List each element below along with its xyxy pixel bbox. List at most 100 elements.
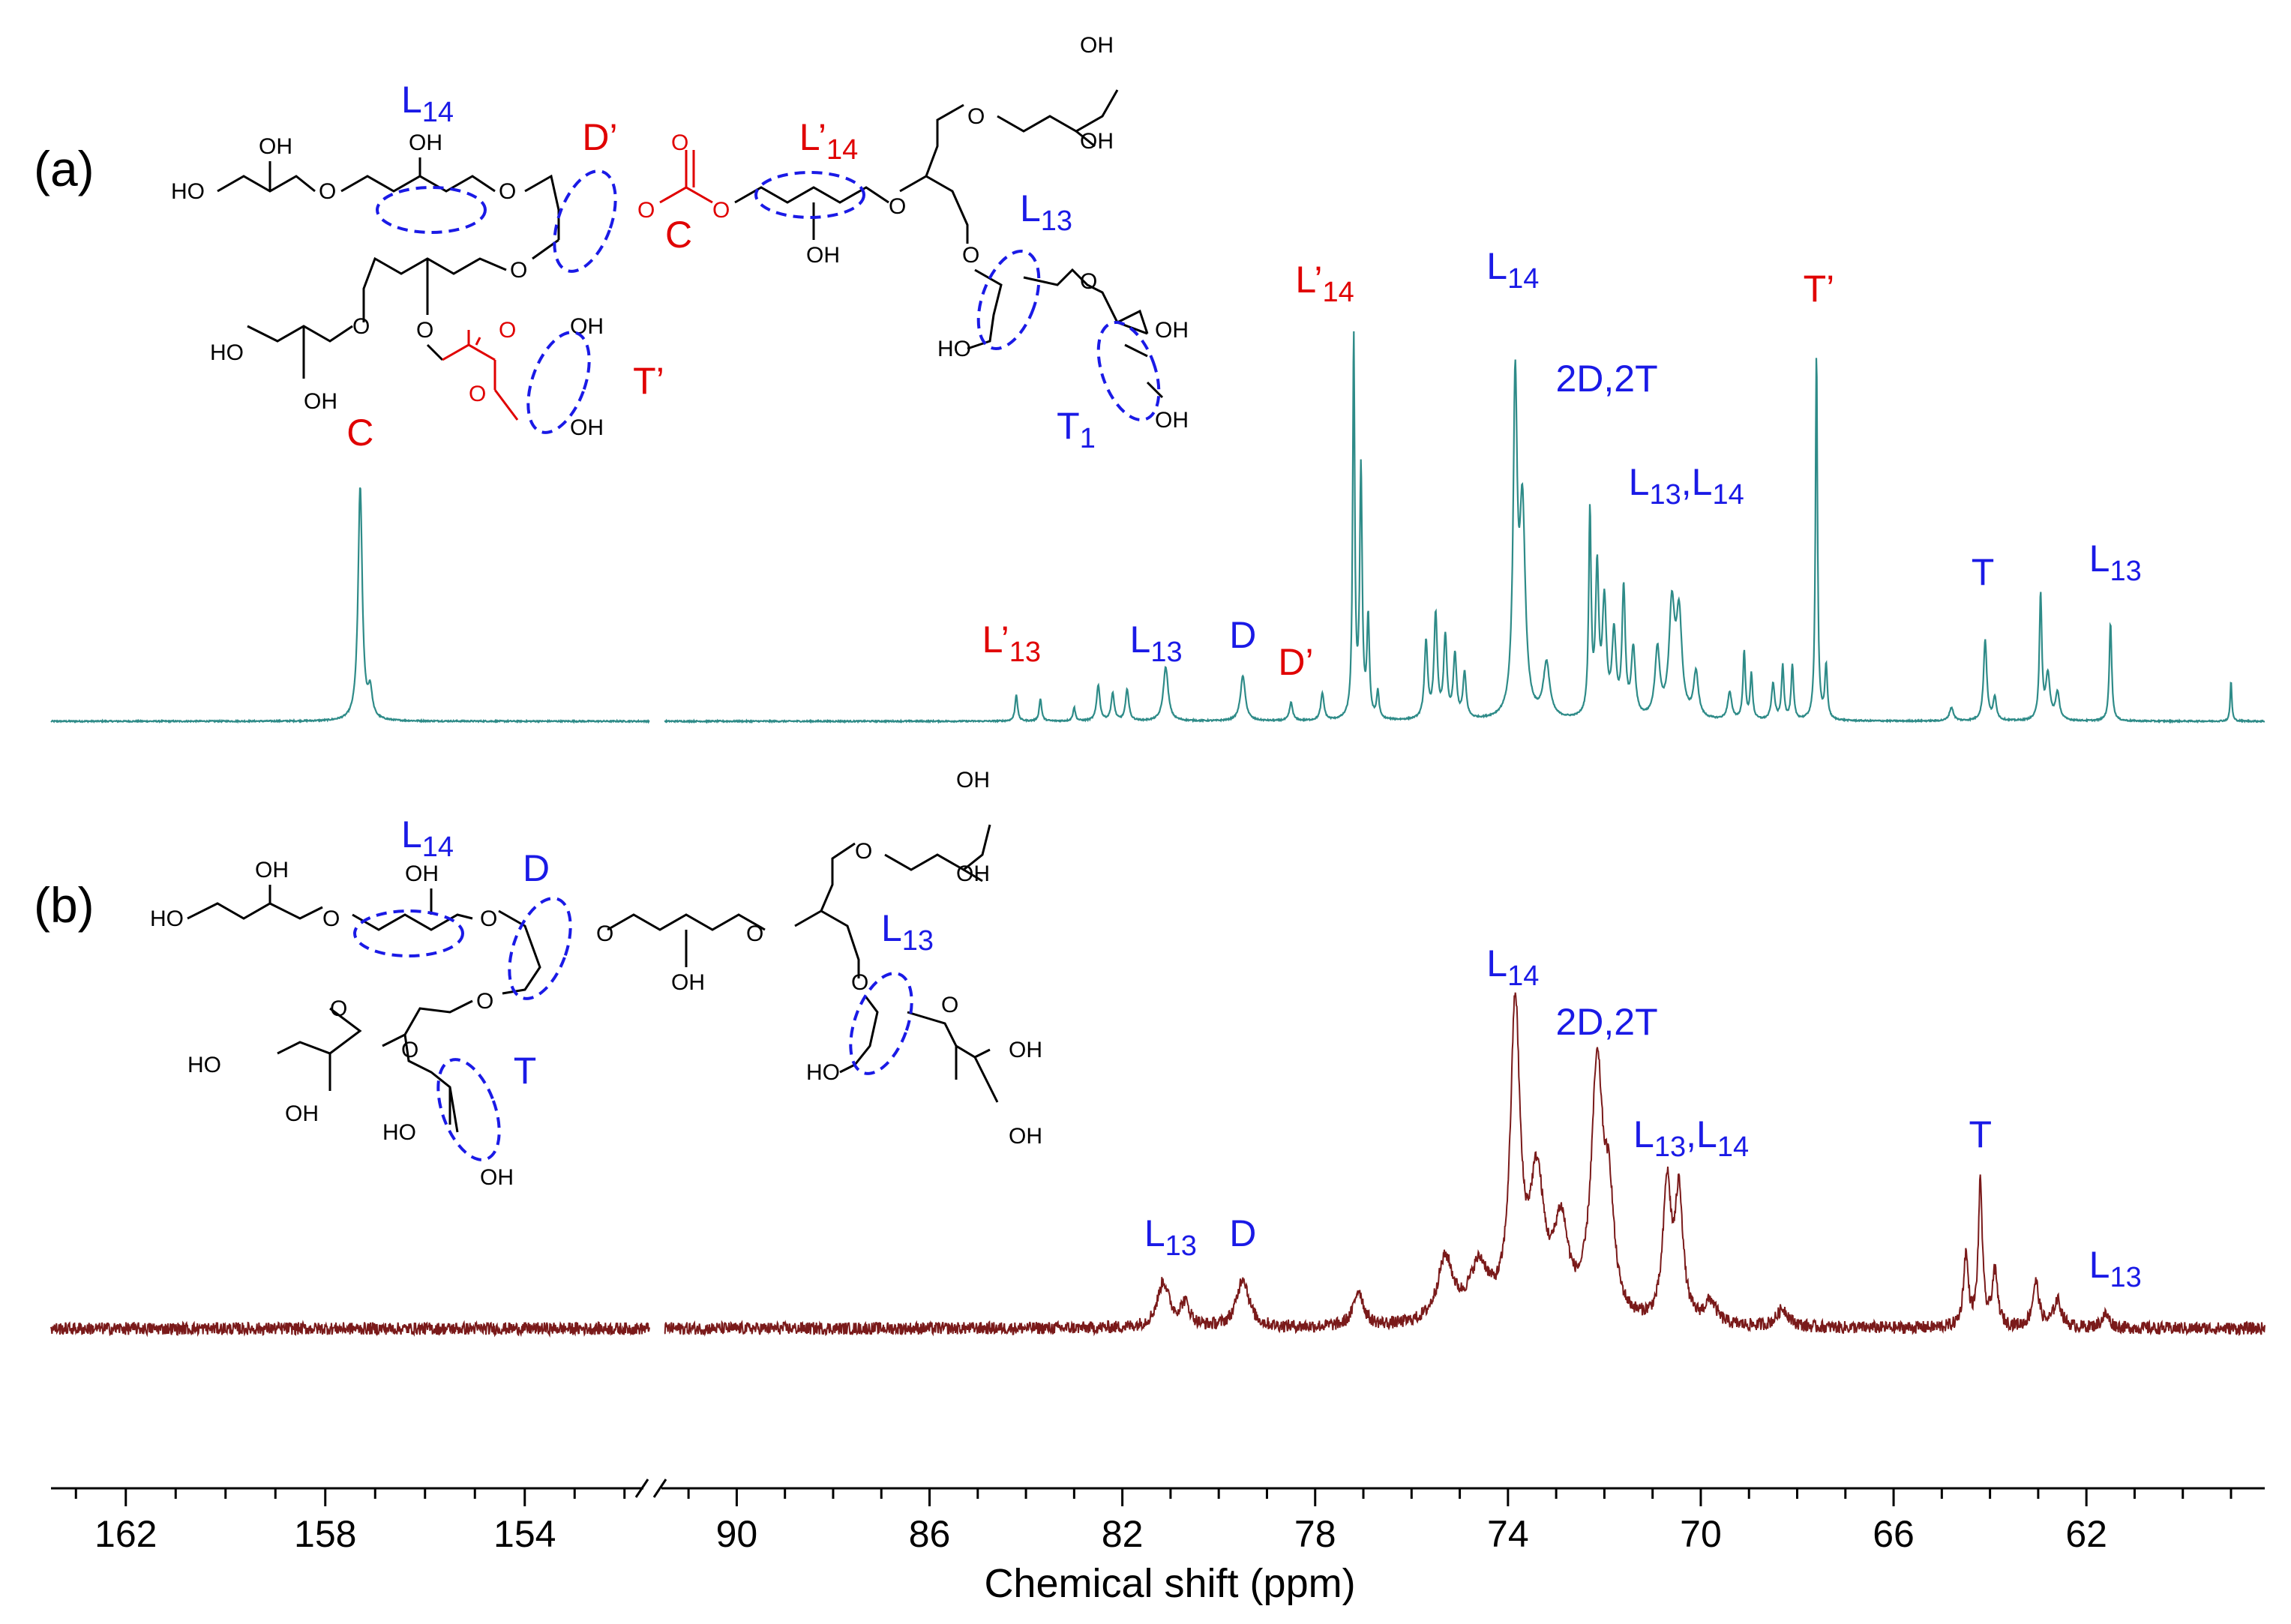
structure-label: L’14 — [799, 116, 858, 166]
svg-text:HO: HO — [210, 340, 244, 365]
structure-label: D’ — [582, 116, 617, 158]
peak-label: L13,L14 — [1629, 461, 1744, 511]
svg-text:OH: OH — [304, 389, 337, 414]
structure-a-labels: L14 D’ C L’14 L13 T’ T1 — [401, 79, 1096, 454]
svg-text:OH: OH — [480, 1165, 514, 1190]
svg-text:O: O — [967, 104, 985, 129]
peak-label: L’14 — [1295, 259, 1354, 308]
svg-text:OH: OH — [409, 130, 442, 155]
svg-text:O: O — [851, 970, 868, 995]
peak-label: L13 — [1144, 1212, 1197, 1262]
svg-text:O: O — [352, 314, 370, 339]
peak-label: T’ — [1804, 268, 1835, 310]
structure-label: L14 — [401, 79, 454, 128]
peak-labels-a: C L’13 L13 D D’ L’14 L14 2D,2T L13,L14 T’ T L13 — [346, 245, 2142, 683]
peak-label: L13,L14 — [1633, 1113, 1749, 1163]
svg-text:O: O — [962, 243, 979, 268]
spectrum-b-segment-2 — [664, 992, 2266, 1337]
panel-b-label: (b) — [34, 877, 94, 933]
svg-text:O: O — [330, 996, 347, 1021]
svg-text:O: O — [322, 906, 340, 931]
axis-break-mark — [634, 1479, 649, 1498]
svg-text:HO: HO — [382, 1120, 416, 1145]
svg-text:O: O — [941, 993, 958, 1017]
spectrum-a-segment-2 — [664, 331, 2266, 724]
svg-text:O: O — [469, 382, 486, 406]
x-tick-label: 78 — [1294, 1513, 1336, 1555]
x-axis: 162 158 154 90 86 82 78 74 70 66 62 — [51, 1479, 2265, 1555]
axis-break-mark — [652, 1479, 667, 1498]
structure-label: T1 — [1057, 405, 1096, 454]
structure-b-atoms: HO OH O OH O O O OH O O OH OH O HO O OH … — [150, 768, 1042, 1190]
molecular-structure-b — [187, 824, 999, 1133]
spectrum-a-segment-1 — [50, 487, 650, 724]
x-tick-label: 66 — [1873, 1513, 1915, 1555]
svg-text:O: O — [746, 921, 763, 946]
svg-text:OH: OH — [1080, 129, 1114, 154]
svg-text:O: O — [671, 130, 688, 155]
structure-label: L14 — [401, 813, 454, 863]
x-tick-label: 158 — [294, 1513, 356, 1555]
svg-text:O: O — [712, 198, 730, 223]
svg-text:O: O — [476, 989, 493, 1014]
x-tick-label: 90 — [716, 1513, 758, 1555]
peak-label: L’13 — [982, 619, 1041, 668]
x-tick-label: 154 — [493, 1513, 556, 1555]
svg-text:O: O — [416, 318, 433, 343]
peak-label: L14 — [1486, 942, 1539, 992]
svg-text:O: O — [319, 179, 336, 204]
svg-text:OH: OH — [255, 858, 289, 882]
svg-text:OH: OH — [1155, 408, 1189, 433]
svg-text:OH: OH — [956, 861, 990, 886]
structure-a-atoms: HO OH O OH O O O HO OH O OH OH OH O O OH… — [171, 33, 1189, 440]
svg-text:HO: HO — [806, 1060, 840, 1085]
svg-text:HO: HO — [150, 906, 184, 931]
svg-text:O: O — [889, 194, 906, 219]
svg-text:O: O — [499, 179, 516, 204]
structure-label: L13 — [1020, 187, 1072, 237]
spectrum-b-segment-1 — [50, 1320, 650, 1338]
svg-text:O: O — [855, 839, 872, 864]
structure-label: T — [514, 1050, 537, 1092]
x-axis-title: Chemical shift (ppm) — [984, 1561, 1355, 1606]
peak-label: T — [1969, 1113, 1993, 1155]
peak-label: 2D,2T — [1556, 1001, 1658, 1043]
peak-label: L13 — [2089, 538, 2142, 587]
svg-text:OH: OH — [806, 243, 840, 268]
svg-text:O: O — [499, 318, 516, 343]
svg-text:HO: HO — [937, 337, 971, 361]
x-tick-label: 82 — [1102, 1513, 1144, 1555]
svg-text:OH: OH — [956, 768, 990, 793]
svg-text:OH: OH — [405, 861, 439, 886]
svg-text:OH: OH — [259, 134, 292, 159]
peak-label: T — [1972, 551, 1995, 593]
peak-label: D — [1229, 614, 1256, 656]
panel-a-label: (a) — [34, 141, 94, 196]
svg-text:OH: OH — [1155, 318, 1189, 343]
structure-b-highlight-ellipses — [353, 897, 913, 1161]
peak-label: L13 — [2089, 1244, 2142, 1293]
spectrum-a — [50, 331, 2266, 724]
svg-text:HO: HO — [187, 1053, 221, 1077]
svg-text:O: O — [401, 1038, 418, 1062]
x-tick-label: 86 — [909, 1513, 951, 1555]
spectrum-b — [50, 992, 2266, 1338]
bond — [217, 175, 316, 193]
svg-text:OH: OH — [570, 314, 604, 339]
peak-label: C — [346, 412, 373, 454]
svg-text:OH: OH — [671, 970, 705, 995]
structure-label: L13 — [881, 907, 934, 957]
svg-text:OH: OH — [570, 415, 604, 440]
svg-text:O: O — [510, 258, 527, 283]
svg-text:OH: OH — [1080, 33, 1114, 58]
svg-text:O: O — [596, 921, 613, 946]
molecular-structure-a — [217, 89, 1164, 399]
peak-label: D — [1229, 1212, 1256, 1254]
svg-text:O: O — [637, 198, 655, 223]
peak-label: L13 — [1130, 619, 1183, 668]
svg-text:OH: OH — [285, 1101, 319, 1126]
structure-label: T’ — [633, 360, 664, 402]
x-tick-label: 70 — [1680, 1513, 1722, 1555]
structure-label: C — [665, 214, 692, 256]
